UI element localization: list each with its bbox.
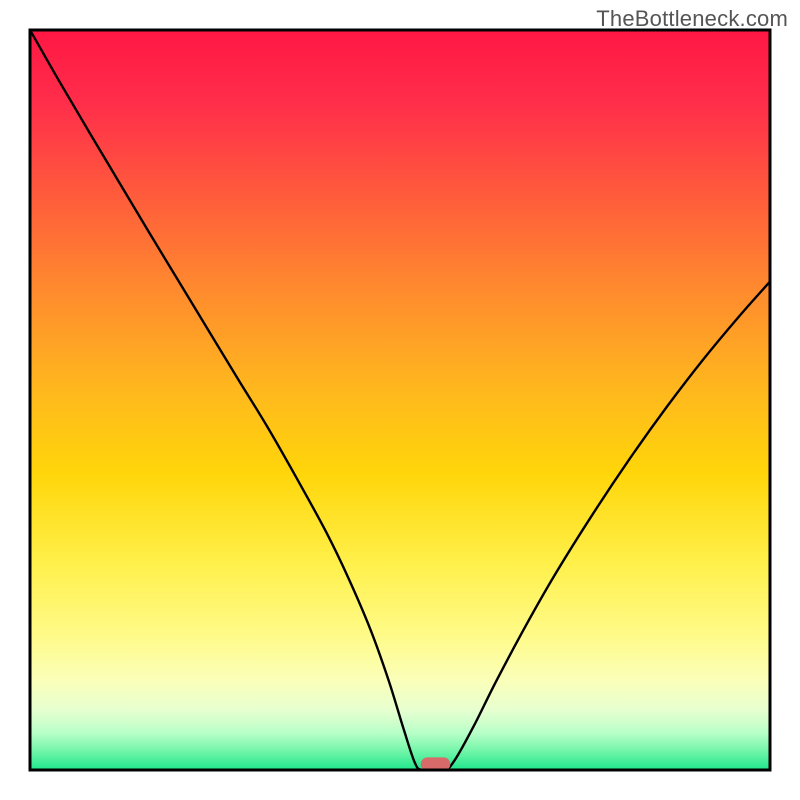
watermark-text: TheBottleneck.com bbox=[596, 6, 788, 32]
chart-svg bbox=[0, 0, 800, 800]
plot-background-gradient bbox=[30, 30, 770, 770]
chart-stage: TheBottleneck.com bbox=[0, 0, 800, 800]
